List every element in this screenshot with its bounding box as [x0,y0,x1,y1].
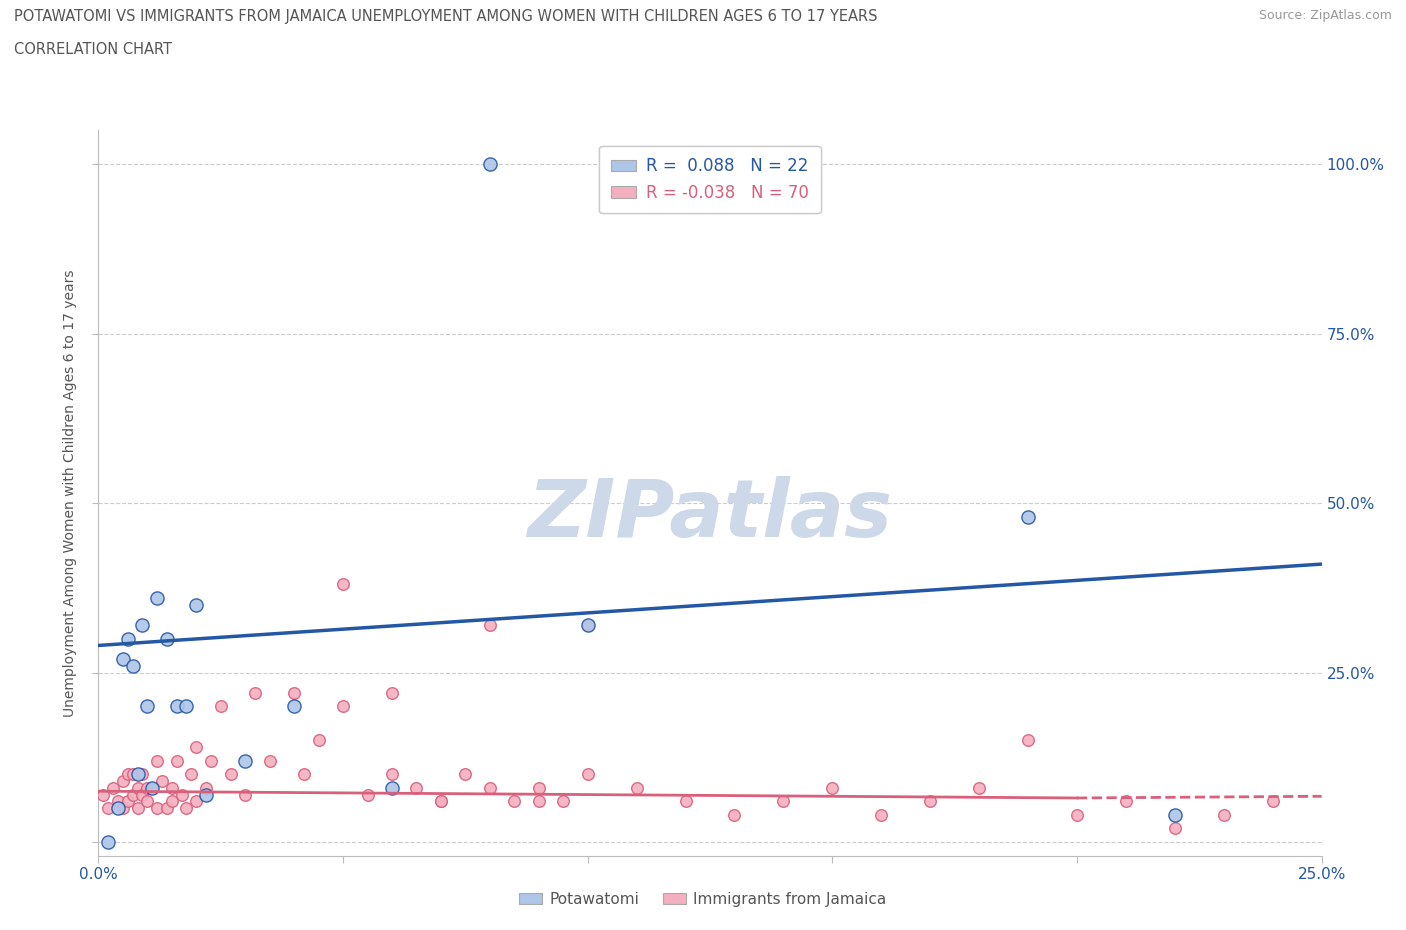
Point [166,753,188,768]
Point [772,794,794,809]
Point [117,767,139,782]
Point [166,699,188,714]
Point [243,685,266,700]
Point [101,780,124,795]
Point [821,780,844,795]
Point [136,699,159,714]
Point [381,685,404,700]
Point [308,733,330,748]
Point [381,780,404,795]
Point [233,787,256,802]
Point [576,618,599,632]
Point [356,787,378,802]
Point [127,780,149,795]
Text: Source: ZipAtlas.com: Source: ZipAtlas.com [1258,9,1392,22]
Point [160,794,183,809]
Point [219,767,242,782]
Point [381,767,404,782]
Point [150,774,173,789]
Point [195,780,218,795]
Point [131,767,153,782]
Point [186,794,208,809]
Point [97,801,120,816]
Point [121,767,143,782]
Point [292,767,315,782]
Point [117,631,139,646]
Point [1017,510,1039,525]
Point [117,794,139,809]
Point [283,699,305,714]
Text: CORRELATION CHART: CORRELATION CHART [14,42,172,57]
Point [176,699,198,714]
Point [1261,794,1284,809]
Point [141,780,163,795]
Point [146,801,169,816]
Point [527,780,550,795]
Point [141,780,163,795]
Point [332,699,354,714]
Point [454,767,477,782]
Point [503,794,526,809]
Point [870,807,893,822]
Point [156,631,179,646]
Point [675,794,697,809]
Point [576,767,599,782]
Point [478,780,501,795]
Point [200,753,222,768]
Point [1017,733,1039,748]
Point [111,652,134,667]
Point [136,794,159,809]
Point [127,767,149,782]
Point [1066,807,1088,822]
Point [97,834,120,849]
Point [1164,821,1187,836]
Point [553,794,575,809]
Point [576,618,599,632]
Point [1115,794,1137,809]
Point [967,780,990,795]
Point [332,577,354,591]
Point [146,591,169,605]
Point [121,787,143,802]
Point [186,597,208,612]
Point [111,774,134,789]
Point [1212,807,1234,822]
Point [195,787,218,802]
Point [156,801,179,816]
Point [209,699,232,714]
Text: POTAWATOMI VS IMMIGRANTS FROM JAMAICA UNEMPLOYMENT AMONG WOMEN WITH CHILDREN AGE: POTAWATOMI VS IMMIGRANTS FROM JAMAICA UN… [14,9,877,24]
Point [176,801,198,816]
Text: ZIPatlas: ZIPatlas [527,475,893,553]
Point [430,794,453,809]
Point [405,780,427,795]
Point [723,807,745,822]
Point [283,685,305,700]
Point [136,780,159,795]
Y-axis label: Unemployment Among Women with Children Ages 6 to 17 years: Unemployment Among Women with Children A… [63,269,77,717]
Point [478,156,501,171]
Point [920,794,942,809]
Point [527,794,550,809]
Point [127,801,149,816]
Point [91,787,114,802]
Point [131,618,153,632]
Point [131,787,153,802]
Legend: R =  0.088   N = 22, R = -0.038   N = 70: R = 0.088 N = 22, R = -0.038 N = 70 [599,146,821,214]
Point [107,794,129,809]
Point [430,794,453,809]
Point [107,801,129,816]
Point [111,801,134,816]
Point [478,618,501,632]
Point [233,753,256,768]
Point [259,753,281,768]
Point [121,658,143,673]
Point [1164,807,1187,822]
Point [146,753,169,768]
Point [170,787,193,802]
Point [626,780,648,795]
Point [160,780,183,795]
Point [180,767,202,782]
Legend: Potawatomi, Immigrants from Jamaica: Potawatomi, Immigrants from Jamaica [513,886,893,913]
Point [186,739,208,754]
